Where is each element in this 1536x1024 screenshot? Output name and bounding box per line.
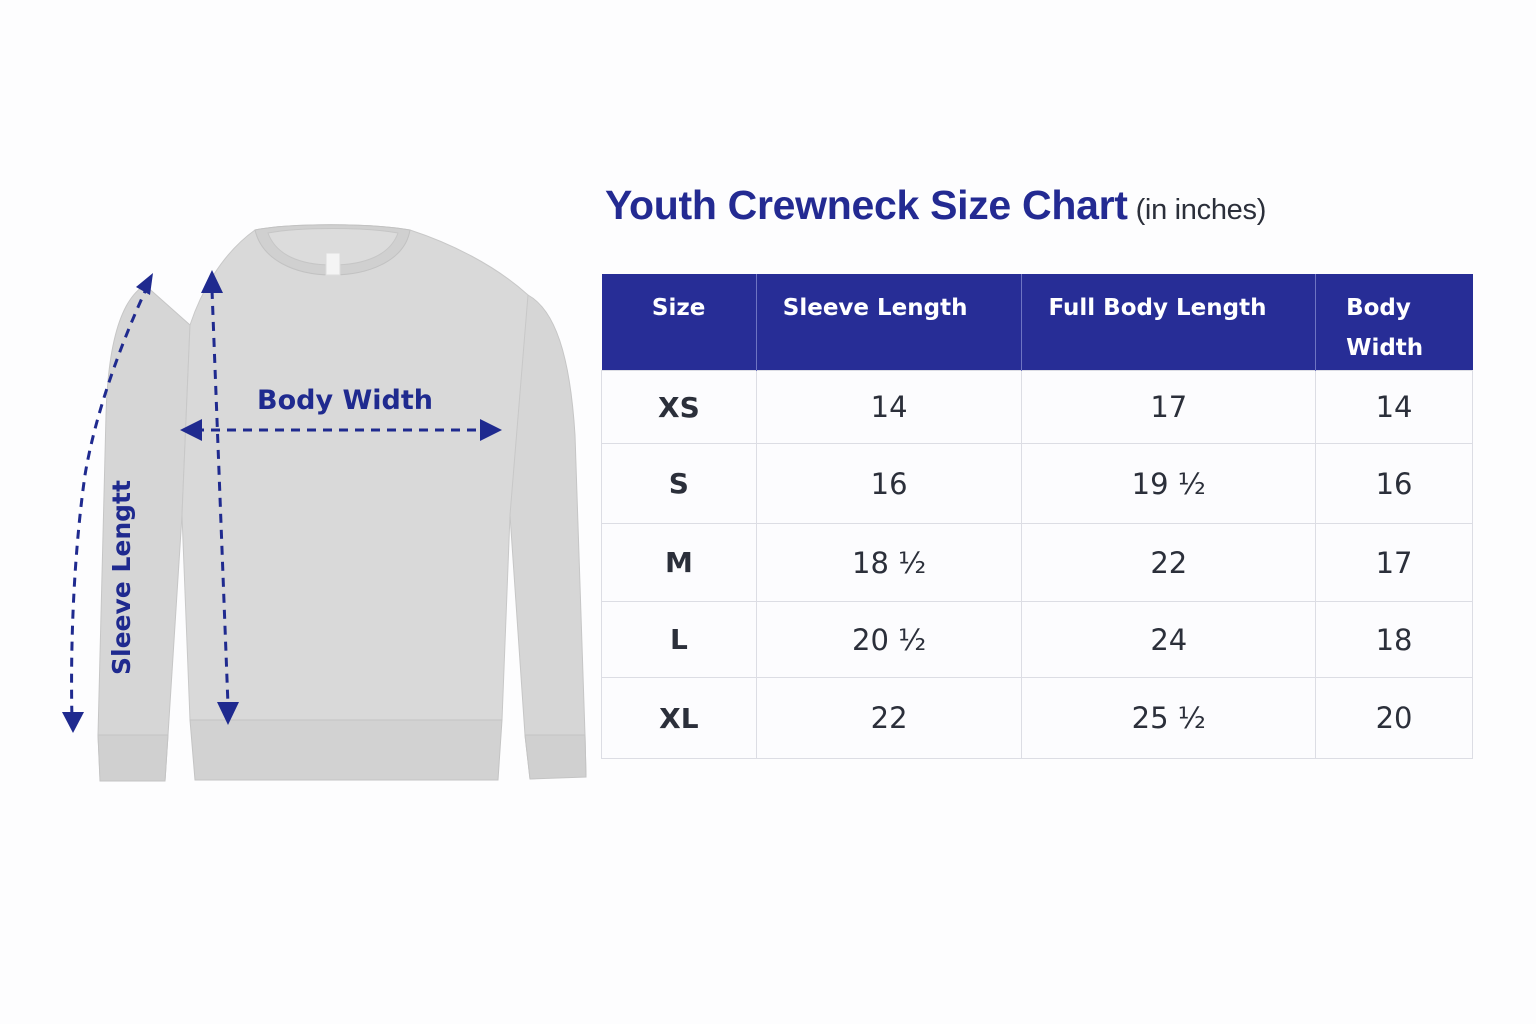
cell-sleeve: 18 ½ [755,523,1023,602]
table-row: XS 14 17 14 [601,370,1473,444]
arrow-up-right-icon [136,273,153,295]
arrow-right-icon [480,419,502,441]
cell-size: M [601,523,757,602]
cell-full-body: 17 [1021,370,1317,444]
body-width-label: Body Width [257,385,433,416]
arrow-down-icon [217,702,239,725]
cell-body-width: 18 [1315,601,1473,678]
table-row: M 18 ½ 22 17 [601,523,1473,602]
table-header-row: Size Sleeve Length Full Body Length Body… [601,274,1473,371]
cell-sleeve: 22 [755,677,1023,759]
header-full-body-length: Full Body Length [1021,274,1316,371]
header-size: Size [601,274,757,371]
title-main: Youth Crewneck Size Chart [605,182,1128,228]
cell-sleeve: 14 [755,370,1023,444]
header-body-width: Body Width [1315,274,1473,371]
cell-body-width: 16 [1315,443,1473,524]
header-body-width-line2: Width [1346,335,1424,361]
header-sleeve-length: Sleeve Length [755,274,1022,371]
cell-body-width: 14 [1315,370,1473,444]
cell-sleeve: 16 [755,443,1023,524]
cell-sleeve: 20 ½ [755,601,1023,678]
cell-full-body: 24 [1021,601,1317,678]
table-row: S 16 19 ½ 16 [601,443,1473,524]
annotations [70,284,490,721]
arrow-up-icon [201,270,223,293]
sweatshirt-diagram: Body Width Sleeve Lengtt [40,215,600,795]
cell-full-body: 19 ½ [1021,443,1317,524]
sleeve-length-label: Sleeve Lengtt [107,480,136,675]
table-row: XL 22 25 ½ 20 [601,677,1473,759]
cell-size: S [601,443,757,524]
cell-size: XS [601,370,757,444]
table-row: L 20 ½ 24 18 [601,601,1473,678]
cell-body-width: 20 [1315,677,1473,759]
sweatshirt-shape [97,224,587,782]
cell-size: XL [601,677,757,759]
cell-size: L [601,601,757,678]
cell-body-width: 17 [1315,523,1473,602]
arrow-down-icon [62,712,84,733]
chart-title: Youth Crewneck Size Chart (in inches) [605,182,1266,229]
sweatshirt-illustration: Body Width Sleeve Lengtt [62,224,587,782]
cell-full-body: 22 [1021,523,1317,602]
title-unit: (in inches) [1135,194,1267,226]
size-table: Size Sleeve Length Full Body Length Body… [601,274,1473,759]
sleeve-length-line [70,284,150,721]
header-body-width-line1: Body [1346,295,1411,321]
arrow-left-icon [180,419,202,441]
arrowheads [62,270,502,733]
full-body-length-line [210,289,230,706]
cell-full-body: 25 ½ [1021,677,1317,759]
